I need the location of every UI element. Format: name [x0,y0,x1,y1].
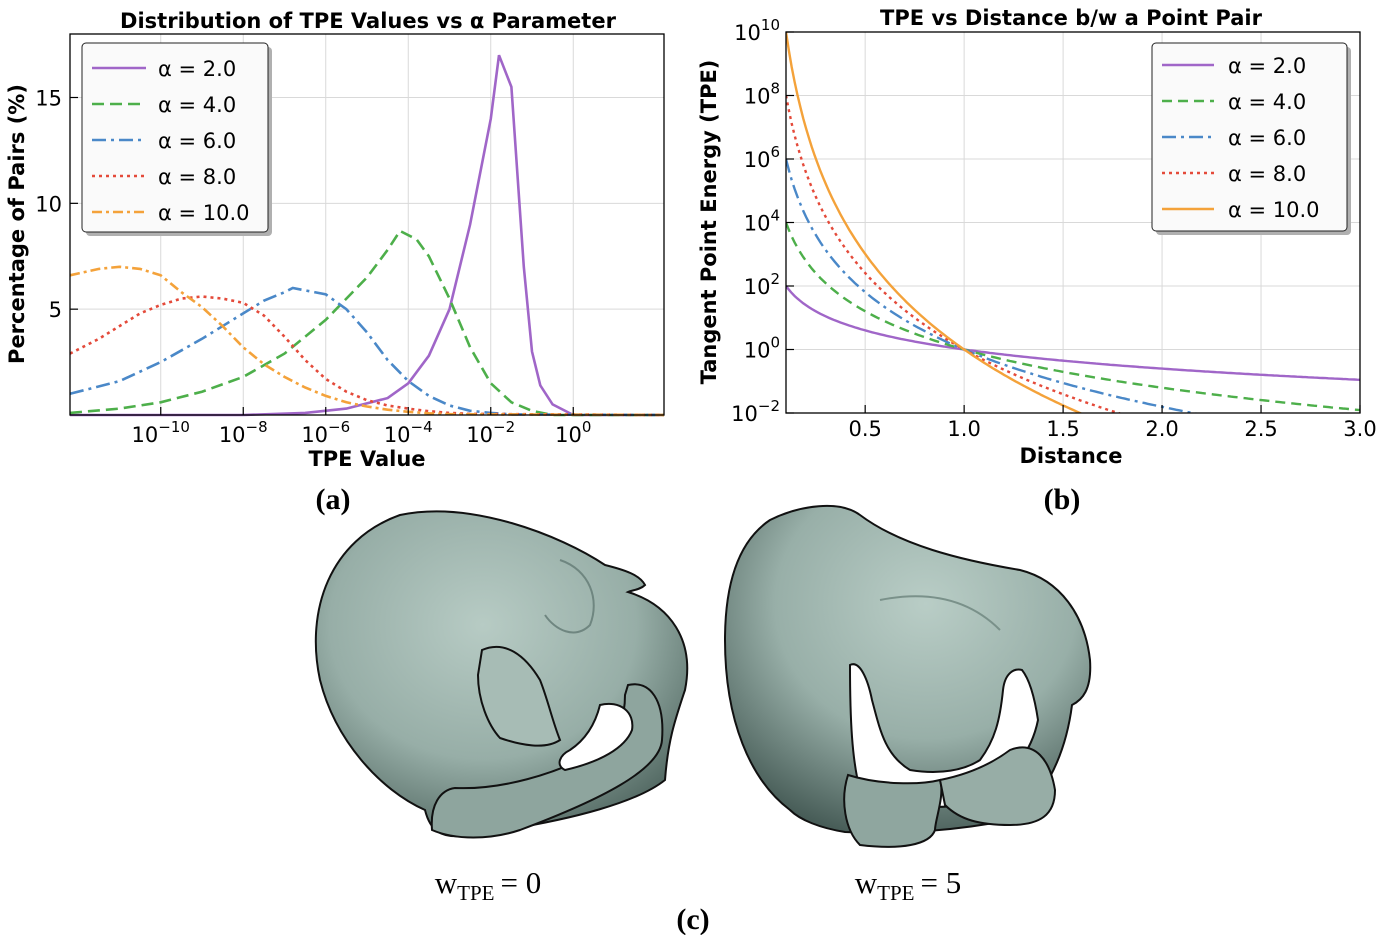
chart-b-legend-label: α = 2.0 [1228,54,1306,78]
chart-a-xtick-label: 10−10 [132,418,190,447]
chart-b-xtick-label: 3.0 [1343,417,1376,441]
chart-a-xtick-label: 10−2 [466,418,515,447]
chart-a-series-line [69,295,665,417]
chart-a-ylabel: Percentage of Pairs (%) [5,84,29,364]
chart-b-ytick-label: 104 [744,207,780,236]
panel-label-b: (b) [1044,483,1081,516]
chart-b-series-line [786,158,1199,413]
chart-b-xtick-label: 2.0 [1145,417,1178,441]
chart-b-xtick-label: 1.0 [947,417,980,441]
chart-a-series-line [70,54,664,417]
chart-b-legend-label: α = 6.0 [1228,126,1306,150]
chart-b-ytick-label: 108 [744,80,780,109]
render-left-hole [558,702,634,772]
chart-a: Distribution of TPE Values vs α Paramete… [5,9,665,516]
chart-b-legend-label: α = 4.0 [1228,90,1306,114]
chart-b-xtick-label: 1.5 [1046,417,1079,441]
chart-b-series-line [786,32,1083,413]
chart-a-ticks: 10−10 10−8 10−6 10−4 10−2 100 5 10 15 [35,87,591,448]
chart-b-xlabel: Distance [1020,444,1123,468]
chart-a-xtick-label: 100 [555,418,591,447]
chart-a-ytick-label: 15 [35,87,62,111]
chart-a-legend-label: α = 10.0 [158,201,250,225]
render-right-lower-b [938,746,1057,827]
chart-b-series-line [786,222,1360,412]
render-left-crease [544,559,595,634]
chart-b-ylabel: Tangent Point Energy (TPE) [697,60,721,385]
chart-a-frame [69,33,665,416]
chart-a-xtick-label: 10−8 [219,418,268,447]
chart-b-legend-label: α = 10.0 [1228,198,1320,222]
chart-a-legend-label: α = 2.0 [158,57,236,81]
chart-a-series-line [69,265,665,417]
chart-a-legend: α = 2.0 α = 4.0 α = 6.0 α = 8.0 α = 10.0 [81,42,272,236]
chart-b-legend: α = 2.0 α = 4.0 α = 6.0 α = 8.0 α = 10.0 [1151,42,1351,235]
chart-a-series-line [69,286,665,417]
chart-b-legend-label: α = 8.0 [1228,162,1306,186]
chart-b-series [786,32,1360,413]
panel-label-c: (c) [676,903,709,935]
chart-b-ytick-label: 10−2 [731,397,780,426]
chart-a-title: Distribution of TPE Values vs α Paramete… [120,9,617,33]
render-right: wTPE = 5 [723,504,1092,905]
chart-a-series [69,54,665,417]
chart-a-legend-label: α = 8.0 [158,165,236,189]
render-right-caption: wTPE = 5 [855,865,961,905]
panel-label-a: (a) [316,483,351,516]
chart-b: TPE vs Distance b/w a Point Pair 0.5 1.0 1… [697,6,1377,516]
chart-b-xtick-label: 0.5 [848,417,881,441]
chart-b-xtick-label: 2.5 [1244,417,1277,441]
chart-b-ytick-label: 102 [744,270,780,299]
chart-a-xtick-label: 10−6 [301,418,350,447]
chart-b-series-line [786,95,1123,413]
render-right-lower [843,773,943,848]
render-right-crease [879,595,1001,631]
chart-b-ytick-label: 100 [744,334,780,363]
chart-b-ytick-label: 106 [744,143,780,172]
chart-b-ytick-label: 1010 [734,16,780,45]
chart-b-ticks: 0.5 1.0 1.5 2.0 2.5 3.0 10−2 100 102 104 106 108 101… [731,16,1377,441]
chart-b-title: TPE vs Distance b/w a Point Pair [880,6,1263,30]
chart-a-xtick-label: 10−4 [384,418,433,447]
render-left-fold [476,645,562,747]
render-left: wTPE = 0 [314,510,689,905]
chart-b-series-line [786,285,1360,381]
chart-a-xlabel: TPE Value [308,447,425,471]
chart-a-legend-label: α = 6.0 [158,129,236,153]
chart-a-series-line [69,229,664,417]
chart-b-legend-box [1151,42,1348,232]
chart-a-legend-label: α = 4.0 [158,93,236,117]
chart-a-legend-box [81,42,269,233]
chart-a-ytick-label: 10 [35,192,62,216]
render-left-caption: wTPE = 0 [435,865,541,905]
chart-a-ytick-label: 5 [49,298,62,322]
